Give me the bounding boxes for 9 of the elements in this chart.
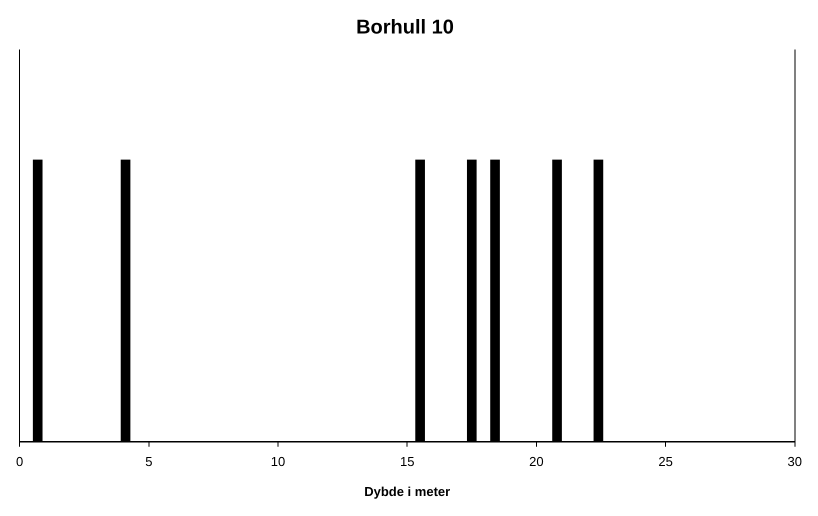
x-tick-label: 10 (270, 454, 286, 470)
chart-title: Borhull 10 (356, 16, 454, 39)
x-tick-label: 25 (658, 454, 673, 470)
x-tick-label: 30 (788, 454, 802, 470)
x-tick-label: 0 (16, 454, 24, 470)
x-tick-label: 5 (145, 454, 152, 470)
x-tick-label: 20 (529, 454, 544, 470)
x-axis-title: Dybde i meter (364, 484, 450, 499)
x-tick-label: 15 (400, 454, 414, 470)
